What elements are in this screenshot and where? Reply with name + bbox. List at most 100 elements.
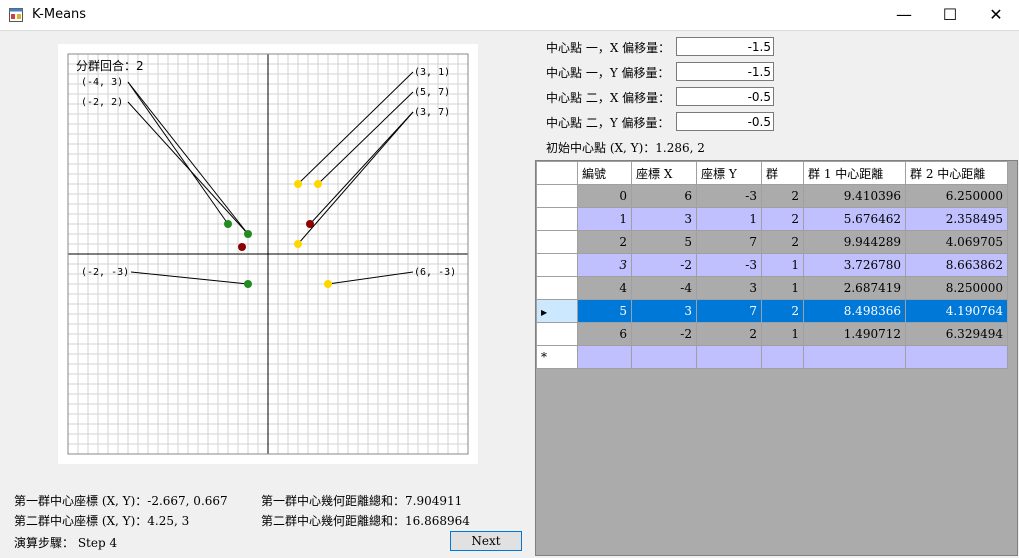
new-row-header[interactable]: *: [536, 345, 578, 369]
cell-cluster[interactable]: 1: [761, 253, 804, 277]
cell-dist2[interactable]: 8.663862: [905, 253, 1008, 277]
row-header[interactable]: [536, 253, 578, 277]
cell-dist2[interactable]: 6.329494: [905, 322, 1008, 346]
cell-x[interactable]: 3: [631, 299, 697, 323]
table-row[interactable]: 1 3 1 2 5.676462 2.358495: [536, 207, 1008, 231]
cell-y[interactable]: -3: [696, 253, 762, 277]
column-header-y[interactable]: 座標 Y: [696, 161, 762, 185]
row-header-selected[interactable]: ▶: [536, 299, 578, 323]
cell-cluster[interactable]: 2: [761, 299, 804, 323]
table-row[interactable]: 2 5 7 2 9.944289 4.069705: [536, 230, 1008, 254]
offset2y-label: 中心點 二，Y 偏移量：: [546, 116, 670, 130]
initial-center-label: 初始中心點 (X, Y)：1.286, 2: [546, 141, 705, 155]
cell-y[interactable]: 3: [696, 276, 762, 300]
cluster2-point: [294, 180, 302, 188]
cell-id[interactable]: 3: [577, 253, 632, 277]
maximize-button[interactable]: ☐: [942, 5, 958, 24]
cell-x[interactable]: -2: [631, 322, 697, 346]
offset2y-field[interactable]: -0.5: [676, 112, 774, 131]
cell-id[interactable]: 0: [577, 184, 632, 208]
cell-dist1[interactable]: 9.410396: [803, 184, 906, 208]
column-header-x[interactable]: 座標 X: [631, 161, 697, 185]
cell-id[interactable]: 2: [577, 230, 632, 254]
cell-y[interactable]: 2: [696, 322, 762, 346]
offset2x-field[interactable]: -0.5: [676, 87, 774, 106]
offset1y-field[interactable]: -1.5: [676, 62, 774, 81]
table-row-selected[interactable]: ▶ 5 3 7 2 8.498366 4.190764: [536, 299, 1008, 323]
cell-dist1[interactable]: 2.687419: [803, 276, 906, 300]
cell-cluster[interactable]: 2: [761, 230, 804, 254]
cell-y[interactable]: 1: [696, 207, 762, 231]
selected-row-icon: ▶: [541, 308, 548, 317]
cell-new[interactable]: [577, 345, 632, 369]
minimize-button[interactable]: —: [896, 5, 912, 24]
next-button[interactable]: Next: [450, 531, 522, 551]
connector-line: [317, 91, 414, 185]
cell-dist1[interactable]: 9.944289: [803, 230, 906, 254]
cell-dist1[interactable]: 3.726780: [803, 253, 906, 277]
table-row[interactable]: 3 -2 -3 1 3.726780 8.663862: [536, 253, 1008, 277]
cell-cluster[interactable]: 2: [761, 207, 804, 231]
column-header-id[interactable]: 編號: [577, 161, 632, 185]
cell-x[interactable]: 6: [631, 184, 697, 208]
cell-dist2[interactable]: 8.250000: [905, 276, 1008, 300]
cell-id[interactable]: 4: [577, 276, 632, 300]
cell-id[interactable]: 6: [577, 322, 632, 346]
offset1x-field[interactable]: -1.5: [676, 37, 774, 56]
new-row[interactable]: *: [536, 345, 1008, 369]
cell-dist2[interactable]: 6.250000: [905, 184, 1008, 208]
row-header[interactable]: [536, 207, 578, 231]
cell-dist1[interactable]: 5.676462: [803, 207, 906, 231]
row-header[interactable]: [536, 184, 578, 208]
round-label: 分群回合：2: [76, 58, 144, 73]
table-row[interactable]: 4 -4 3 1 2.687419 8.250000: [536, 276, 1008, 300]
cell-new[interactable]: [761, 345, 804, 369]
center1-point: [238, 243, 246, 251]
column-header-cluster[interactable]: 群: [761, 161, 804, 185]
cell-dist2[interactable]: 4.190764: [905, 299, 1008, 323]
column-header-dist2[interactable]: 群 2 中心距離: [905, 161, 1008, 185]
point-label: (3, 7): [414, 107, 450, 118]
cell-new[interactable]: [631, 345, 697, 369]
cell-id[interactable]: 1: [577, 207, 632, 231]
cell-y[interactable]: 7: [696, 299, 762, 323]
cluster1-center-label: 第一群中心座標 (X, Y)：-2.667, 0.667: [14, 494, 228, 508]
cell-new[interactable]: [696, 345, 762, 369]
close-button[interactable]: ✕: [989, 5, 1003, 24]
table-row[interactable]: 6 -2 2 1 1.490712 6.329494: [536, 322, 1008, 346]
cell-y[interactable]: 7: [696, 230, 762, 254]
cluster-plot: 分群回合：2 (-4, 3) (-2, 2) (3, 1) (5, 7) (3,…: [67, 53, 469, 455]
table-row[interactable]: 0 6 -3 2 9.410396 6.250000: [536, 184, 1008, 208]
row-header[interactable]: [536, 322, 578, 346]
cell-x[interactable]: -4: [631, 276, 697, 300]
point-label: (-2, 2): [81, 97, 123, 108]
step-label: 演算步驟： Step 4: [14, 536, 118, 550]
cell-dist2[interactable]: 2.358495: [905, 207, 1008, 231]
row-header[interactable]: [536, 230, 578, 254]
cell-dist2[interactable]: 4.069705: [905, 230, 1008, 254]
point-label: (6, -3): [414, 267, 456, 278]
row-header[interactable]: [536, 276, 578, 300]
cell-cluster[interactable]: 1: [761, 276, 804, 300]
connector-line: [127, 81, 229, 225]
app-icon: [9, 8, 23, 22]
offset1y-label: 中心點 一，Y 偏移量：: [546, 66, 670, 80]
cell-x[interactable]: 3: [631, 207, 697, 231]
cell-cluster[interactable]: 2: [761, 184, 804, 208]
cell-new[interactable]: [803, 345, 906, 369]
cell-cluster[interactable]: 1: [761, 322, 804, 346]
connector-lines: [127, 71, 414, 285]
cell-x[interactable]: 5: [631, 230, 697, 254]
cell-dist1[interactable]: 1.490712: [803, 322, 906, 346]
cell-new[interactable]: [905, 345, 1008, 369]
data-grid[interactable]: 編號 座標 X 座標 Y 群 群 1 中心距離 群 2 中心距離 0 6 -3 …: [535, 160, 1018, 556]
offset2x-label: 中心點 二，X 偏移量：: [546, 91, 671, 105]
cell-id[interactable]: 5: [577, 299, 632, 323]
connector-line: [309, 111, 414, 225]
cell-y[interactable]: -3: [696, 184, 762, 208]
connector-line: [297, 111, 414, 245]
column-header-dist1[interactable]: 群 1 中心距離: [803, 161, 906, 185]
cell-x[interactable]: -2: [631, 253, 697, 277]
cluster2-distance-label: 第二群中心幾何距離總和：16.868964: [261, 514, 470, 528]
cell-dist1[interactable]: 8.498366: [803, 299, 906, 323]
